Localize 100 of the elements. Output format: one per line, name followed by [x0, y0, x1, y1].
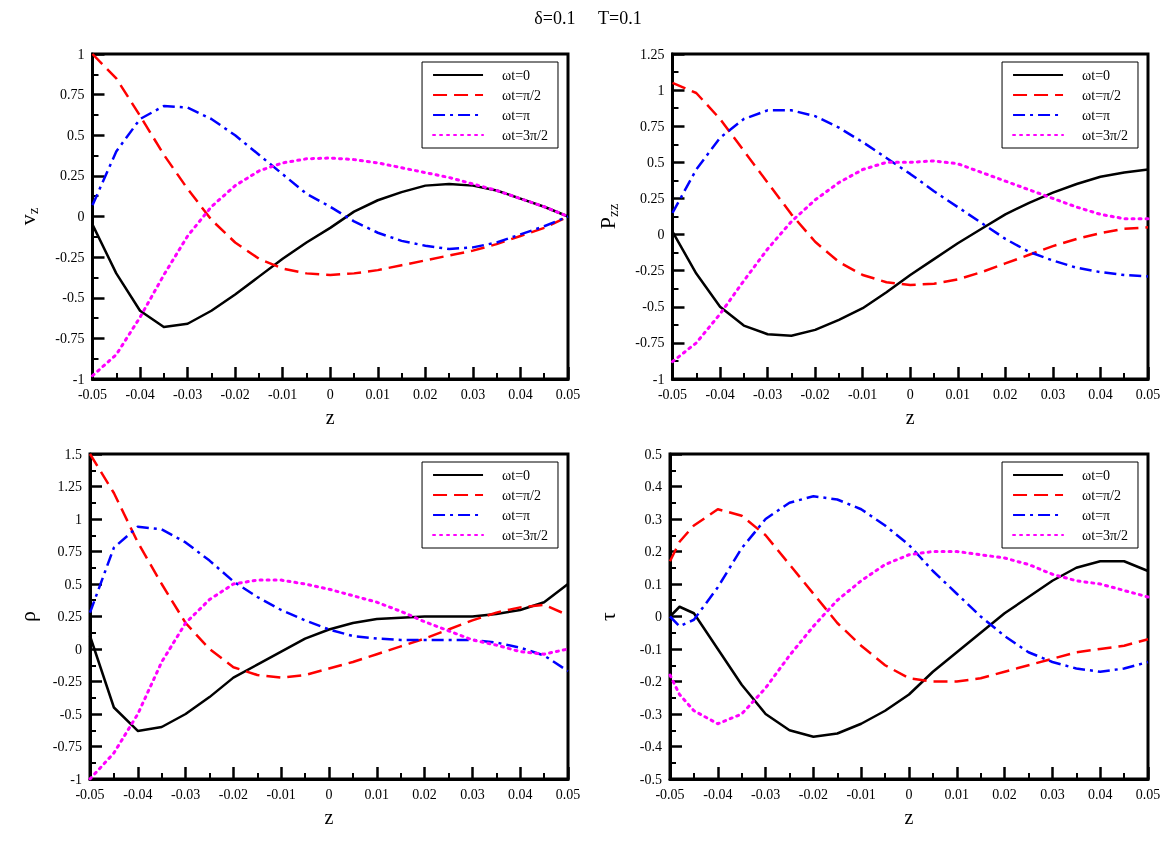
y-tick-label: -0.75	[635, 335, 665, 351]
y-axis-title: ρ	[14, 610, 40, 622]
x-tick-label: 0.05	[555, 386, 581, 402]
legend-label: ωt=3π/2	[1082, 127, 1129, 143]
line-series	[671, 109, 1150, 278]
y-tick-label: -0.4	[639, 739, 662, 754]
x-tick-label: 0.02	[412, 786, 437, 802]
y-tick-label: 1	[77, 46, 85, 62]
x-tick-label: 0.02	[413, 386, 438, 402]
y-tick-label: 0.5	[67, 127, 85, 143]
y-tick-label: -0.3	[639, 706, 662, 722]
x-tick-label: 0.02	[992, 786, 1017, 802]
x-tick-label: -0.03	[751, 786, 781, 802]
x-tick-label: 0.05	[555, 786, 581, 802]
y-tick-label: 1	[75, 511, 82, 527]
x-tick-label: 0.05	[1135, 386, 1161, 402]
x-tick-label: 0.05	[1135, 786, 1161, 802]
y-tick-label: 1.25	[57, 479, 82, 494]
legend-label: ωt=3π/2	[502, 527, 549, 543]
y-tick-label: 0.2	[644, 544, 662, 559]
chart-title: δ=0.1 T=0.1	[533, 8, 643, 30]
x-tick-label: -0.04	[705, 386, 735, 402]
x-axis-title: z	[905, 406, 915, 428]
y-axis-title: τ	[594, 611, 620, 621]
y-tick-label: 0.5	[644, 446, 662, 462]
y-tick-label: 0.5	[647, 154, 665, 170]
legend-label: ωt=3π/2	[502, 127, 549, 143]
x-tick-label: -0.04	[125, 386, 155, 402]
y-tick-label: 0.3	[644, 511, 662, 527]
y-tick-label: 0.25	[640, 190, 665, 206]
x-tick-label: -0.03	[171, 786, 201, 802]
y-tick-label: -1	[652, 371, 665, 387]
y-tick-label: -0.2	[639, 674, 662, 689]
y-tick-label: 0.75	[60, 87, 85, 103]
y-tick-label: 0.25	[60, 168, 85, 184]
line-series	[671, 159, 1150, 364]
y-tick-label: 0	[657, 227, 665, 243]
x-tick-label: -0.05	[657, 386, 688, 402]
legend-label: ωt=π	[1082, 107, 1111, 123]
x-tick-label: 0	[325, 786, 333, 802]
x-tick-label: -0.01	[268, 386, 298, 402]
x-tick-label: 0	[906, 386, 914, 402]
y-tick-label: 0.75	[57, 544, 82, 559]
y-tick-label: 0	[77, 209, 85, 224]
x-tick-label: -0.02	[798, 786, 828, 802]
x-tick-label: 0.01	[944, 786, 970, 802]
x-tick-label: 0	[905, 786, 913, 802]
legend-label: ωt=π/2	[502, 87, 542, 103]
line-series	[91, 104, 570, 251]
y-tick-label: -0.1	[639, 641, 662, 657]
legend-label: ωt=π	[502, 107, 531, 123]
legend-label: ωt=3π/2	[1082, 527, 1129, 543]
y-tick-label: 0.5	[64, 576, 82, 592]
x-tick-label: -0.02	[800, 386, 830, 402]
x-tick-label: 0	[326, 386, 334, 402]
x-tick-label: -0.05	[75, 786, 105, 802]
x-tick-label: 0.03	[460, 386, 486, 402]
legend-label: ωt=π	[1082, 507, 1111, 523]
legend-label: ωt=π/2	[502, 487, 542, 503]
y-tick-label: 0	[655, 609, 662, 624]
y-tick-label: -0.5	[639, 771, 662, 787]
x-tick-label: -0.01	[266, 786, 296, 802]
x-tick-label: 0.01	[945, 386, 971, 402]
x-tick-label: 0.04	[1088, 386, 1113, 402]
x-tick-label: -0.05	[655, 786, 685, 802]
y-tick-label: 1.25	[640, 46, 665, 62]
x-tick-label: -0.03	[173, 386, 203, 402]
y-axis-title: Pzz	[594, 203, 621, 230]
y-tick-label: 0.25	[57, 609, 82, 624]
y-tick-label: -0.75	[55, 330, 85, 346]
y-tick-label: -0.5	[62, 290, 85, 306]
x-tick-label: 0.03	[1040, 386, 1066, 402]
y-tick-label: 1	[657, 82, 665, 98]
legend-label: ωt=0	[1082, 467, 1111, 483]
y-tick-label: -1	[72, 371, 85, 387]
y-tick-label: -0.25	[55, 249, 85, 265]
y-tick-label: 1.5	[64, 446, 82, 462]
x-axis-title: z	[904, 806, 914, 828]
x-tick-label: 0.04	[507, 786, 533, 802]
legend-label: ωt=π/2	[1082, 87, 1122, 103]
y-tick-label: -0.5	[59, 706, 82, 722]
x-axis-title: z	[325, 406, 335, 428]
legend-label: ωt=π/2	[1082, 487, 1122, 503]
legend-label: ωt=0	[502, 67, 531, 83]
line-series	[88, 525, 570, 673]
x-tick-label: -0.01	[846, 786, 876, 802]
x-tick-label: -0.02	[220, 386, 250, 402]
x-tick-label: 0.03	[1040, 786, 1065, 802]
x-tick-label: 0.02	[993, 386, 1018, 402]
x-tick-label: -0.04	[703, 786, 733, 802]
x-tick-label: 0.03	[460, 786, 485, 802]
y-tick-label: -0.5	[642, 299, 665, 315]
y-tick-label: 0.1	[644, 576, 662, 592]
legend-label: ωt=0	[502, 467, 531, 483]
x-tick-label: -0.02	[218, 786, 248, 802]
y-tick-label: -0.25	[52, 674, 82, 689]
x-tick-label: 0.01	[364, 786, 390, 802]
x-tick-label: -0.01	[848, 386, 878, 402]
x-tick-label: -0.03	[753, 386, 783, 402]
y-axis-title: vz	[14, 207, 41, 226]
